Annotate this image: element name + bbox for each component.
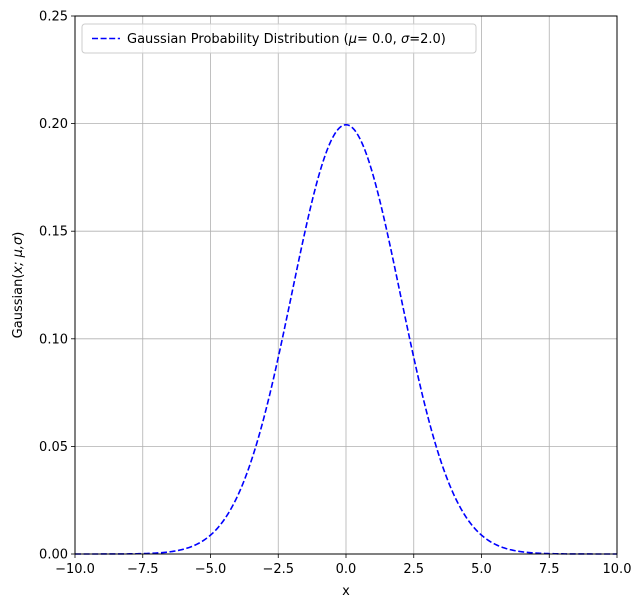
x-axis-ticks: −10.0 −7.5 −5.0 −2.5 0.0 2.5 5.0 7.5 10.0 — [55, 554, 631, 577]
x-axis-label: x — [342, 584, 350, 599]
x-tick-label: 2.5 — [403, 562, 424, 577]
x-tick-label: −7.5 — [127, 562, 159, 577]
series-layer — [75, 123, 617, 555]
x-tick-label: −2.5 — [262, 562, 294, 577]
legend: Gaussian Probability Distribution (μ= 0.… — [81, 23, 477, 54]
y-tick-label: 0.15 — [39, 225, 68, 240]
y-axis-ticks: 0.00 0.05 0.10 0.15 0.20 0.25 — [39, 10, 75, 563]
x-tick-label: 0.0 — [336, 562, 357, 577]
grid — [74, 15, 618, 555]
legend-box — [81, 23, 477, 54]
x-tick-label: −5.0 — [195, 562, 227, 577]
y-tick-label: 0.00 — [39, 548, 68, 563]
y-tick-label: 0.25 — [39, 10, 68, 25]
x-tick-label: 7.5 — [539, 562, 560, 577]
x-tick-label: −10.0 — [55, 562, 95, 577]
y-tick-label: 0.05 — [39, 440, 68, 455]
y-axis-label: Gaussian(x; μ,σ) — [11, 232, 26, 339]
series-line — [75, 123, 617, 555]
x-tick-label: 10.0 — [603, 562, 632, 577]
x-tick-label: 5.0 — [471, 562, 492, 577]
y-tick-label: 0.20 — [39, 117, 68, 132]
legend-label: Gaussian Probability Distribution (μ= 0.… — [127, 32, 446, 47]
y-tick-label: 0.10 — [39, 332, 68, 347]
